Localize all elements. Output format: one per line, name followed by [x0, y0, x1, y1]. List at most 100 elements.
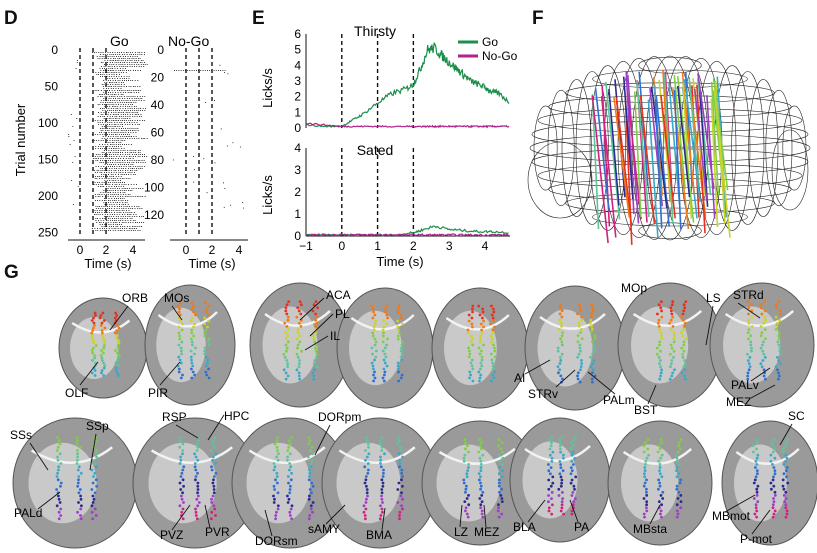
recording-site	[307, 497, 311, 501]
recording-site	[658, 340, 662, 344]
lick-tick	[105, 52, 106, 53]
lick-tick	[111, 226, 112, 227]
lick-tick	[117, 188, 118, 189]
lick-tick	[132, 130, 133, 131]
lick-tick	[103, 126, 105, 127]
recording-site	[467, 466, 470, 469]
lick-tick	[131, 150, 133, 151]
recording-site	[76, 455, 79, 459]
recording-site	[471, 325, 474, 329]
recording-site	[645, 503, 648, 507]
recording-site	[383, 310, 387, 314]
recording-site	[181, 452, 184, 456]
recording-site	[468, 349, 471, 353]
recording-site	[659, 456, 662, 460]
recording-site	[590, 331, 593, 334]
lick-tick	[114, 200, 115, 201]
label-rsp: RSP	[162, 410, 187, 424]
lick-tick	[111, 56, 113, 57]
lick-tick	[105, 128, 107, 129]
recording-site	[381, 510, 384, 514]
lick-tick	[108, 190, 110, 191]
lick-tick	[101, 152, 103, 153]
recording-site	[658, 343, 661, 347]
recording-site	[778, 318, 781, 322]
recording-site	[94, 514, 98, 517]
lick-tick	[114, 218, 116, 219]
lick-tick	[111, 70, 113, 71]
recording-site	[489, 334, 493, 338]
recording-site	[591, 371, 594, 375]
coronal-section	[421, 420, 539, 546]
recording-site	[58, 501, 62, 504]
label-mbsta: MBsta	[633, 522, 667, 536]
recording-site	[558, 362, 562, 365]
lick-tick	[107, 124, 108, 125]
lick-tick	[124, 136, 126, 137]
recording-site	[371, 331, 375, 335]
lick-tick	[104, 168, 106, 169]
recording-site	[658, 362, 661, 365]
recording-site	[756, 500, 760, 503]
lick-tick	[108, 88, 110, 89]
lick-tick	[98, 176, 100, 177]
lick-tick	[99, 200, 101, 201]
recording-site	[462, 478, 466, 482]
lick-tick	[116, 208, 118, 209]
recording-site	[778, 309, 782, 313]
recording-site	[590, 377, 594, 381]
recording-site	[550, 435, 554, 438]
recording-site	[399, 349, 403, 353]
recording-site	[560, 343, 564, 347]
lick-tick	[100, 72, 101, 73]
recording-site	[79, 494, 82, 498]
coronal-section	[509, 417, 611, 543]
lick-tick	[122, 56, 124, 57]
recording-site	[212, 488, 216, 491]
lick-tick	[105, 176, 106, 177]
lick-tick	[113, 146, 115, 147]
lick-tick	[123, 104, 124, 105]
recording-site	[76, 510, 79, 514]
lick-tick	[115, 110, 116, 111]
lick-tick	[124, 64, 126, 65]
lick-tick	[104, 154, 106, 155]
lick-tick	[102, 170, 104, 171]
recording-site	[550, 441, 553, 445]
lick-tick	[108, 96, 110, 97]
recording-site	[478, 379, 481, 383]
lick-tick	[122, 62, 124, 63]
lick-tick	[112, 160, 114, 161]
recording-site	[181, 442, 185, 446]
lick-tick	[105, 104, 107, 105]
recording-site	[500, 497, 504, 500]
recording-site	[298, 359, 301, 362]
coronal-section	[12, 417, 138, 549]
lick-tick	[95, 52, 97, 53]
probe-track	[636, 80, 648, 223]
recording-site	[671, 315, 675, 319]
lick-tick	[129, 92, 131, 93]
lick-tick	[122, 200, 124, 201]
recording-site	[310, 491, 313, 495]
recording-site	[91, 481, 95, 485]
lick-tick	[114, 102, 116, 103]
lick-tick	[104, 96, 106, 97]
lick-tick	[134, 60, 136, 61]
recording-site	[679, 478, 683, 482]
lick-tick	[121, 198, 123, 199]
lick-tick	[98, 184, 100, 185]
recording-site	[197, 439, 200, 443]
recording-site	[92, 316, 95, 320]
lick-tick	[121, 102, 123, 103]
recording-site	[285, 325, 289, 328]
lick-tick	[106, 102, 108, 103]
recording-site	[675, 456, 679, 460]
lick-tick	[102, 218, 103, 219]
lick-tick	[117, 58, 119, 59]
brain-wireframe	[527, 55, 811, 241]
recording-site	[181, 478, 185, 482]
lick-tick	[94, 210, 96, 211]
lick-tick	[135, 152, 137, 153]
